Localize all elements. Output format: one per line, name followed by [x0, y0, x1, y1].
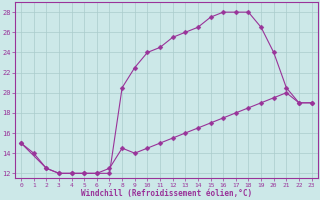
X-axis label: Windchill (Refroidissement éolien,°C): Windchill (Refroidissement éolien,°C) [81, 189, 252, 198]
